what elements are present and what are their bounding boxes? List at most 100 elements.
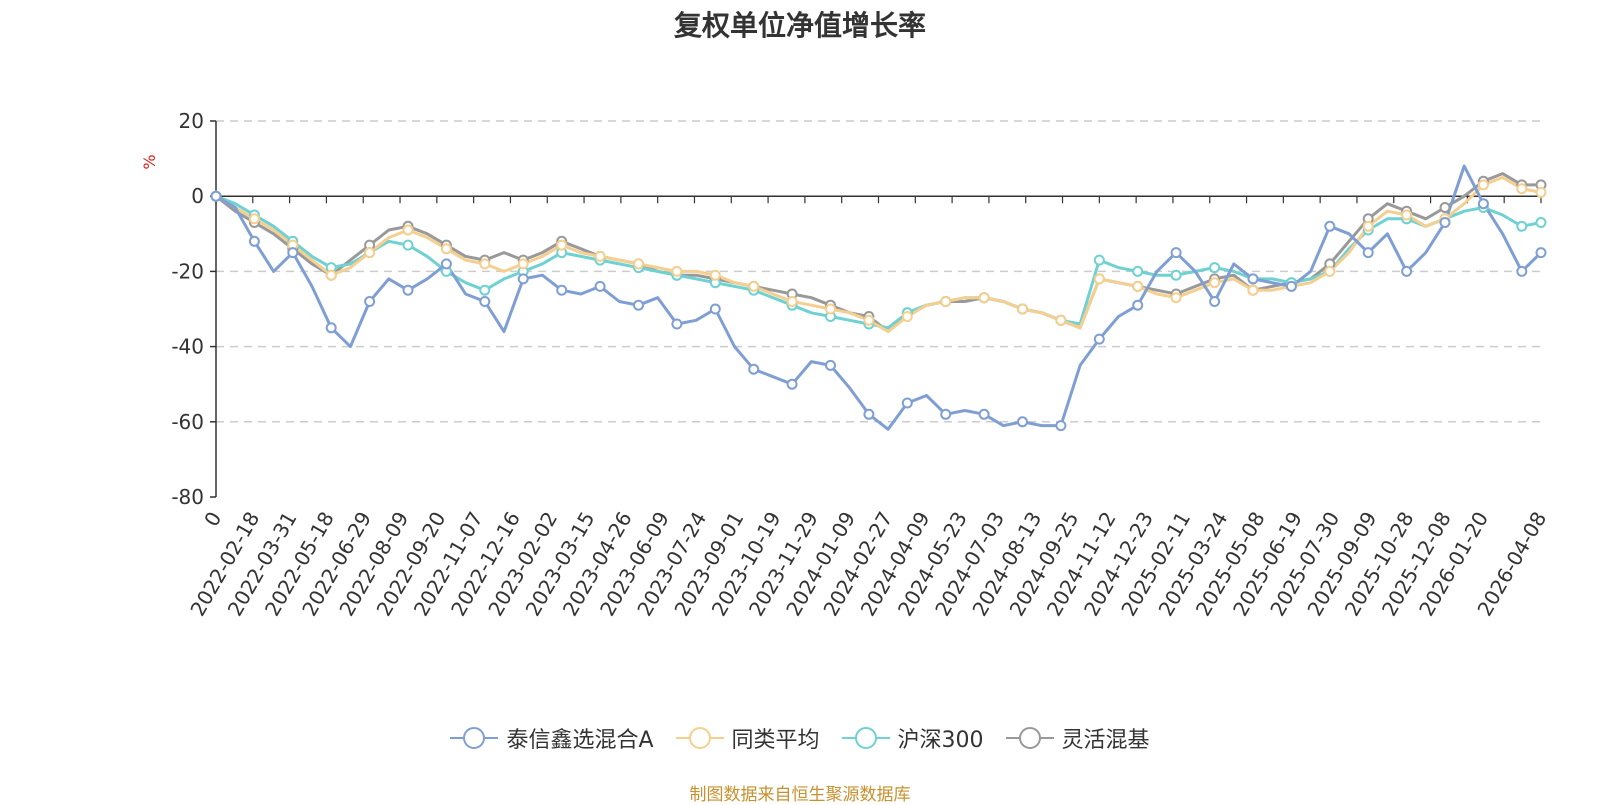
- legend-item-0[interactable]: 泰信鑫选混合A: [450, 722, 654, 754]
- data-point: [1209, 262, 1221, 274]
- data-point: [863, 314, 875, 326]
- data-point: [325, 269, 337, 281]
- data-point: [1477, 198, 1489, 210]
- data-point: [594, 280, 606, 292]
- data-point: [210, 190, 222, 202]
- data-point: [364, 296, 376, 307]
- data-point: [1362, 247, 1374, 259]
- data-point: [709, 269, 721, 281]
- data-point: [1247, 284, 1259, 296]
- data-point: [517, 273, 529, 285]
- chart-legend: 泰信鑫选混合A 同类平均 沪深300 灵活混基: [0, 722, 1600, 754]
- data-point: [978, 292, 990, 304]
- data-point: [940, 296, 952, 307]
- grid-lines: [216, 120, 1541, 423]
- data-point: [1362, 220, 1374, 232]
- y-axis-label: %: [140, 154, 159, 169]
- data-point: [479, 258, 491, 270]
- data-point: [248, 213, 260, 225]
- data-point: [633, 258, 644, 270]
- data-point: [594, 250, 606, 262]
- data-point: [1170, 247, 1182, 259]
- source-note: 制图数据来自恒生聚源数据库: [689, 785, 911, 805]
- data-point: [1017, 303, 1028, 315]
- data-point: [1477, 179, 1489, 191]
- legend-item-1[interactable]: 同类平均: [675, 722, 820, 754]
- data-point: [1516, 183, 1528, 195]
- data-point: [1055, 314, 1067, 326]
- data-point: [479, 296, 491, 307]
- legend-marker-icon: [450, 727, 499, 749]
- data-point: [1017, 416, 1028, 428]
- data-point: [1132, 299, 1144, 311]
- data-point: [1401, 265, 1413, 277]
- chart-title: 复权单位净值增长率: [673, 9, 926, 42]
- data-point: [1209, 296, 1221, 307]
- data-point: [633, 299, 644, 311]
- legend-label: 沪深300: [897, 728, 984, 753]
- data-point: [1209, 277, 1221, 289]
- data-point: [1247, 273, 1259, 285]
- y-tick-label: 0: [191, 184, 204, 208]
- series-line-0: [215, 164, 1543, 431]
- data-point: [1055, 420, 1067, 432]
- data-point: [671, 265, 683, 277]
- data-point: [1535, 217, 1547, 228]
- data-point: [1535, 247, 1547, 259]
- data-point: [901, 311, 913, 322]
- data-point: [1093, 273, 1105, 285]
- data-point: [1132, 280, 1144, 292]
- data-point: [748, 280, 760, 292]
- y-tick-label: -80: [171, 485, 204, 509]
- series-line-1: [215, 175, 1542, 334]
- axes: 200-20-40-60-8002022-02-182022-03-312022…: [171, 109, 1551, 620]
- data-point: [825, 303, 836, 315]
- data-point: [1516, 265, 1528, 277]
- y-tick-label: -20: [171, 259, 204, 283]
- data-point: [248, 235, 260, 247]
- data-point: [1170, 269, 1182, 281]
- series-line-2: [215, 194, 1542, 330]
- data-point: [1439, 217, 1451, 228]
- legend-item-2[interactable]: 沪深300: [841, 722, 984, 754]
- y-tick-label: -40: [171, 335, 204, 359]
- legend-marker-icon: [841, 727, 890, 749]
- data-point: [325, 322, 337, 334]
- legend-marker-icon: [1005, 727, 1054, 749]
- data-point: [440, 243, 452, 255]
- data-point: [1535, 186, 1547, 198]
- data-point: [1324, 220, 1336, 232]
- data-point: [825, 359, 836, 371]
- data-point: [709, 303, 721, 315]
- legend-marker-icon: [675, 727, 724, 749]
- legend-item-3[interactable]: 灵活混基: [1005, 722, 1150, 754]
- y-tick-label: 20: [179, 109, 204, 133]
- data-point: [402, 239, 414, 251]
- data-point: [978, 408, 990, 420]
- data-point: [786, 296, 798, 307]
- legend-label: 泰信鑫选混合A: [506, 728, 654, 753]
- data-point: [440, 258, 452, 270]
- legend-label: 同类平均: [731, 728, 820, 753]
- data-point: [1093, 333, 1105, 345]
- data-point: [517, 258, 529, 270]
- data-point: [1439, 202, 1451, 213]
- data-point: [1516, 220, 1528, 232]
- data-point: [364, 247, 376, 259]
- data-point: [901, 397, 913, 409]
- data-point: [1170, 292, 1182, 304]
- data-point: [1324, 265, 1336, 277]
- data-point: [748, 363, 760, 375]
- data-point: [1285, 280, 1297, 292]
- data-point: [1132, 265, 1144, 277]
- data-point: [402, 224, 414, 236]
- series-line-3: [215, 172, 1541, 334]
- data-point: [940, 408, 952, 420]
- data-point: [556, 284, 568, 296]
- data-point: [786, 378, 798, 390]
- data-point: [1093, 254, 1105, 266]
- data-point: [402, 284, 414, 296]
- data-point: [479, 284, 491, 296]
- x-tick-label: 0: [199, 508, 226, 531]
